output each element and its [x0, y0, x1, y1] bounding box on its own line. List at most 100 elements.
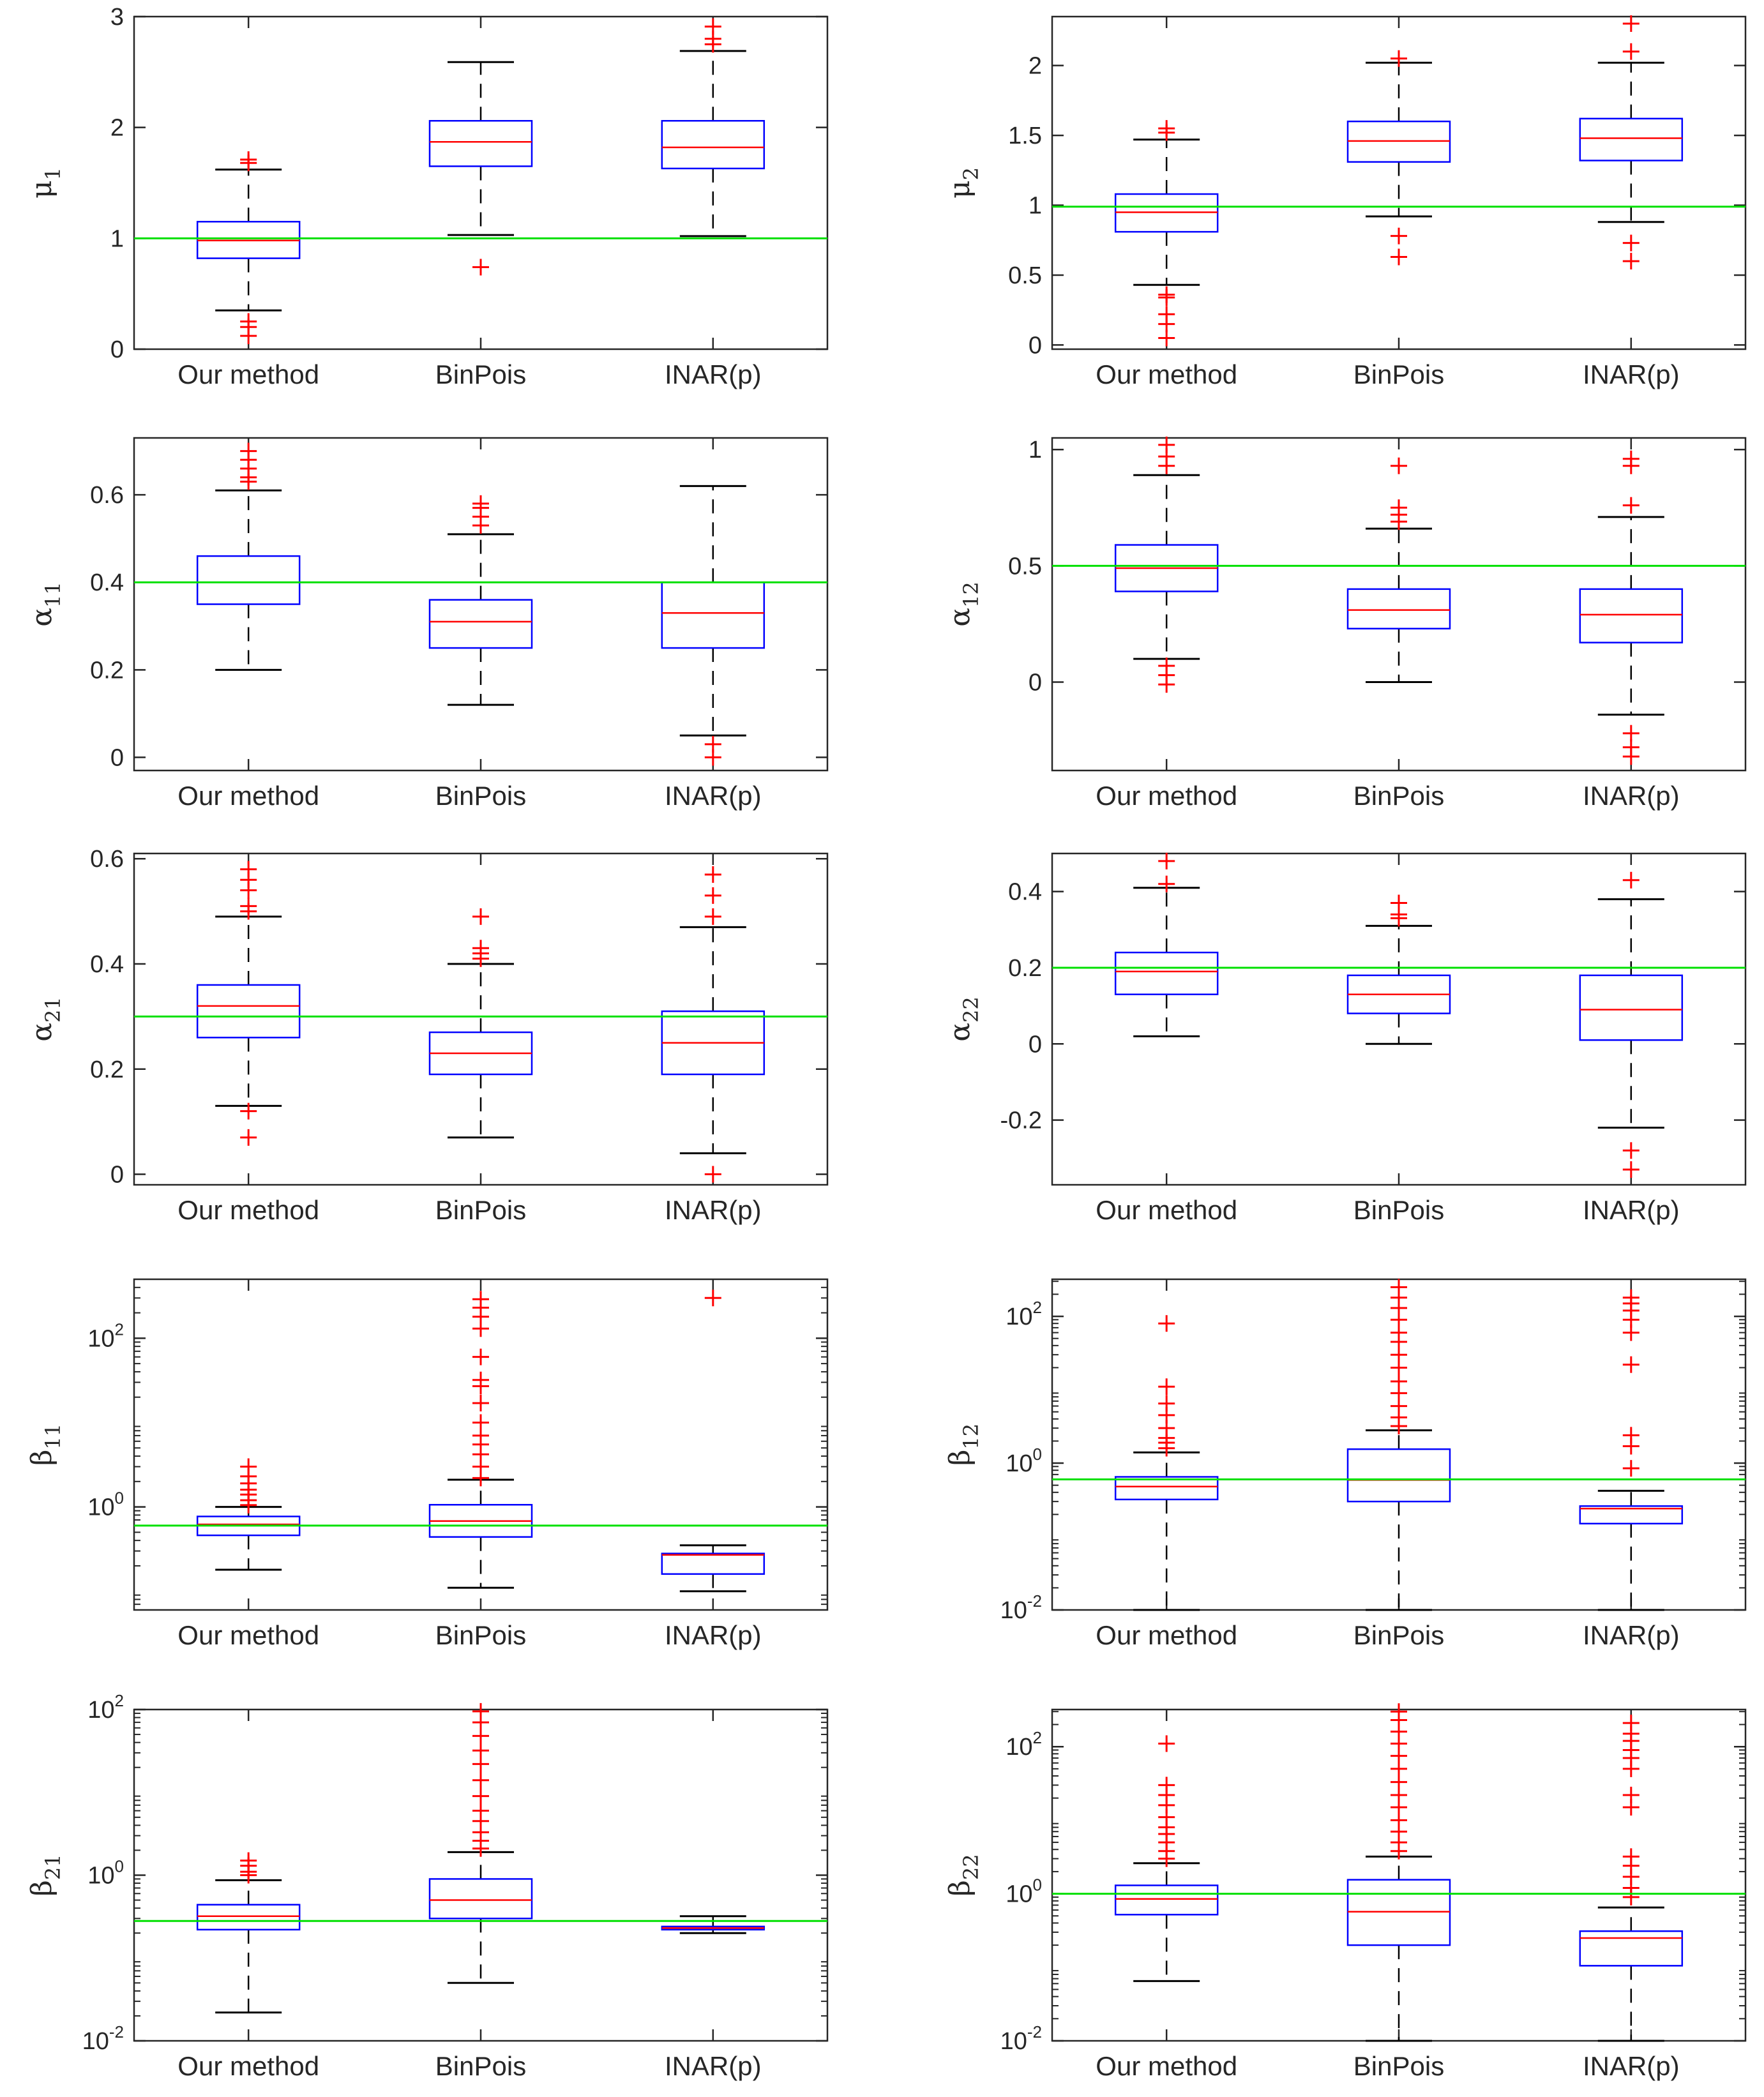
- outlier-marker: [1158, 1735, 1175, 1752]
- category-label: INAR(p): [665, 359, 762, 389]
- y-tick-label: 1: [1029, 437, 1042, 463]
- outlier-marker: [1158, 1777, 1175, 1794]
- category-label: INAR(p): [1583, 359, 1680, 389]
- iqr-box: [196, 1904, 301, 1931]
- iqr-box: [1579, 117, 1684, 162]
- outlier-marker: [472, 1348, 489, 1365]
- iqr-box: [196, 555, 301, 605]
- category-label: Our method: [177, 2051, 319, 2081]
- category-label: BinPois: [435, 2051, 526, 2081]
- box-our-method: [196, 861, 301, 1146]
- y-axis-label: α12: [944, 582, 983, 626]
- outlier-marker: [1622, 1142, 1640, 1159]
- y-tick-label: 0: [110, 336, 124, 363]
- y-axis-label: α11: [26, 582, 65, 626]
- box-inar-p-: [661, 485, 765, 766]
- y-tick-label: 3: [110, 4, 124, 31]
- box-inar-p-: [1579, 871, 1684, 1178]
- outlier-marker: [1391, 50, 1407, 67]
- box-our-method: [196, 151, 301, 345]
- iqr-box: [1114, 951, 1219, 995]
- y-tick-label: 102: [1006, 1728, 1042, 1761]
- box-inar-p-: [661, 1289, 765, 1593]
- outlier-marker: [1158, 436, 1175, 453]
- outlier-marker: [472, 1395, 489, 1412]
- outlier-marker: [1622, 43, 1640, 60]
- outlier-marker: [1622, 1460, 1640, 1477]
- box-inar-p-: [661, 866, 765, 1183]
- outlier-marker: [1391, 1279, 1407, 1296]
- outlier-marker: [240, 313, 257, 330]
- outlier-marker: [240, 1852, 257, 1869]
- y-tick-label: 0: [1029, 1031, 1042, 1058]
- panel-8: 10-2 100 102 Our method BinPois INAR(p) β12: [944, 1278, 1747, 1650]
- outlier-marker: [1158, 852, 1175, 869]
- outlier-marker: [1158, 1395, 1175, 1412]
- outlier-marker: [1622, 739, 1640, 756]
- category-label: INAR(p): [1583, 2051, 1680, 2081]
- box-inar-p-: [661, 18, 765, 237]
- category-label: Our method: [177, 359, 319, 389]
- outlier-marker: [1622, 1715, 1640, 1732]
- panel-1: 0 1 2 3 Our method BinPois INAR(p) μ1: [26, 4, 829, 389]
- box-inar-p-: [1579, 1715, 1684, 2042]
- category-label: INAR(p): [1583, 1620, 1680, 1650]
- outlier-marker: [704, 735, 721, 753]
- y-tick-label: 10-2: [1000, 1591, 1042, 1624]
- category-label: Our method: [1096, 1195, 1237, 1225]
- outlier-marker: [1622, 1786, 1640, 1803]
- panel-6: -0.2 0 0.2 0.4 Our method BinPois INAR(p) α22: [944, 852, 1747, 1225]
- outlier-marker: [1391, 894, 1407, 912]
- box-our-method: [196, 1852, 301, 2014]
- box-our-method: [1114, 852, 1219, 1037]
- outlier-marker: [240, 898, 257, 915]
- category-label: Our method: [177, 1195, 319, 1225]
- box-binpois: [428, 1291, 533, 1589]
- outlier-marker: [472, 1742, 489, 1759]
- iqr-box: [428, 119, 533, 167]
- category-label: BinPois: [435, 1195, 526, 1225]
- y-axis-label: β11: [26, 1424, 65, 1466]
- y-tick-label: 0.4: [90, 951, 124, 978]
- outlier-marker: [1158, 120, 1175, 137]
- iqr-box: [1579, 1930, 1684, 1967]
- y-tick-label: 0: [1029, 332, 1042, 359]
- outlier-marker: [1622, 234, 1640, 252]
- outlier-marker: [472, 908, 489, 925]
- box-our-method: [1114, 120, 1219, 347]
- box-our-method: [196, 1458, 301, 1571]
- iqr-box: [1579, 1505, 1684, 1525]
- outlier-marker: [1391, 1703, 1407, 1720]
- y-axis-label: β21: [26, 1854, 65, 1896]
- box-binpois: [1346, 50, 1451, 266]
- category-label: BinPois: [1353, 2051, 1444, 2081]
- outlier-marker: [1158, 329, 1175, 347]
- outlier-marker: [240, 1458, 257, 1475]
- outlier-marker: [240, 151, 257, 169]
- axes-frame: [1051, 437, 1747, 772]
- category-label: BinPois: [435, 781, 526, 811]
- outlier-marker: [1158, 1315, 1175, 1332]
- outlier-marker: [240, 1129, 257, 1146]
- outlier-marker: [1622, 871, 1640, 889]
- outlier-marker: [472, 1787, 489, 1805]
- box-inar-p-: [1579, 15, 1684, 270]
- outlier-marker: [1158, 286, 1175, 303]
- outlier-marker: [1158, 306, 1175, 323]
- outlier-marker: [1622, 1356, 1640, 1373]
- y-tick-label: 0.2: [90, 1056, 124, 1083]
- y-tick-label: 0: [1029, 670, 1042, 696]
- outlier-marker: [1622, 450, 1640, 467]
- category-label: BinPois: [1353, 1195, 1444, 1225]
- outlier-marker: [1158, 658, 1175, 675]
- y-tick-label: 100: [1006, 1875, 1042, 1908]
- panel-10: 10-2 100 102 Our method BinPois INAR(p) β22: [944, 1703, 1747, 2081]
- y-tick-label: 100: [87, 1857, 124, 1890]
- outlier-marker: [240, 1102, 257, 1120]
- category-label: INAR(p): [665, 1620, 762, 1650]
- category-label: Our method: [1096, 1620, 1237, 1650]
- iqr-box: [661, 1552, 765, 1575]
- iqr-box: [1579, 588, 1684, 643]
- category-label: Our method: [177, 1620, 319, 1650]
- box-binpois: [428, 495, 533, 706]
